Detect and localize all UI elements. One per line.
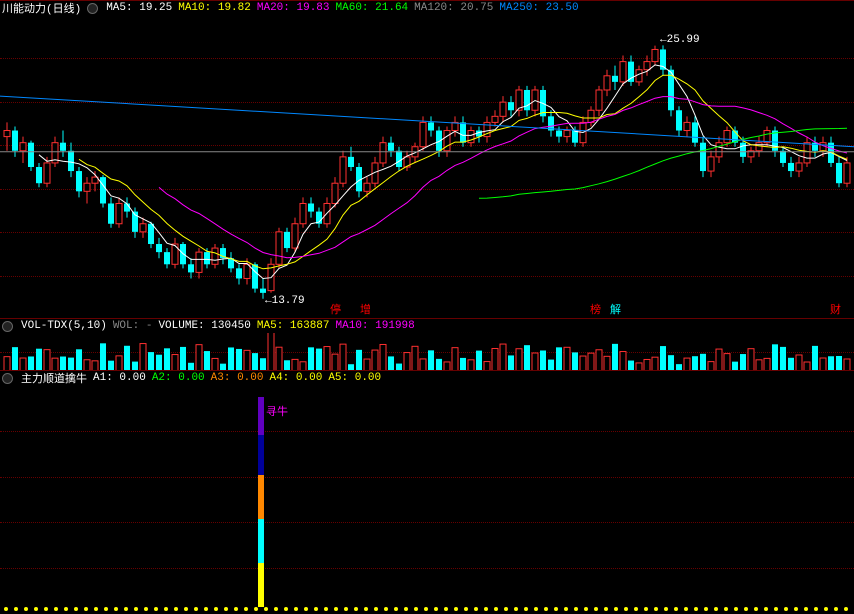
vol-ma5-label: MA5: 163887 (257, 320, 330, 332)
a1-label: A1: 0.00 (93, 372, 146, 384)
a5-label: A5: 0.00 (328, 372, 381, 384)
volume-chart-area[interactable] (0, 333, 854, 371)
ind-name: 主力顺道擒牛 (21, 370, 87, 386)
toggle-icon[interactable] (2, 321, 13, 332)
vol-ma10-label: MA10: 191998 (336, 320, 415, 332)
stock-title: 川能动力(日线) (2, 0, 81, 16)
toggle-icon[interactable] (87, 3, 98, 14)
a3-label: A3: 0.00 (211, 372, 264, 384)
a4-label: A4: 0.00 (269, 372, 322, 384)
volume-header: VOL-TDX(5,10) WOL: - VOLUME: 130450 MA5:… (0, 319, 854, 333)
indicator-header: 主力顺道擒牛 A1: 0.00 A2: 0.00 A3: 0.00 A4: 0.… (0, 371, 854, 385)
volume-panel: VOL-TDX(5,10) WOL: - VOLUME: 130450 MA5:… (0, 318, 854, 370)
ma120-label: MA120: 20.75 (414, 2, 493, 14)
ma5-label: MA5: 19.25 (106, 2, 172, 14)
price-chart-header: 川能动力(日线) MA5: 19.25 MA10: 19.82 MA20: 19… (0, 1, 854, 15)
a2-label: A2: 0.00 (152, 372, 205, 384)
toggle-icon[interactable] (2, 373, 13, 384)
ma60-label: MA60: 21.64 (336, 2, 409, 14)
price-chart-panel: 川能动力(日线) MA5: 19.25 MA10: 19.82 MA20: 19… (0, 0, 854, 318)
wol-label: WOL: - (113, 320, 153, 332)
indicator-panel: 主力顺道擒牛 A1: 0.00 A2: 0.00 A3: 0.00 A4: 0.… (0, 370, 854, 613)
ma20-label: MA20: 19.83 (257, 2, 330, 14)
vol-name: VOL-TDX(5,10) (21, 320, 107, 332)
price-chart-area[interactable]: ←25.99←13.79停增榜解财 (0, 15, 854, 319)
indicator-chart-area[interactable]: 寻牛 (0, 385, 854, 614)
ma10-label: MA10: 19.82 (178, 2, 251, 14)
ma250-label: MA250: 23.50 (499, 2, 578, 14)
volume-label: VOLUME: 130450 (158, 320, 250, 332)
